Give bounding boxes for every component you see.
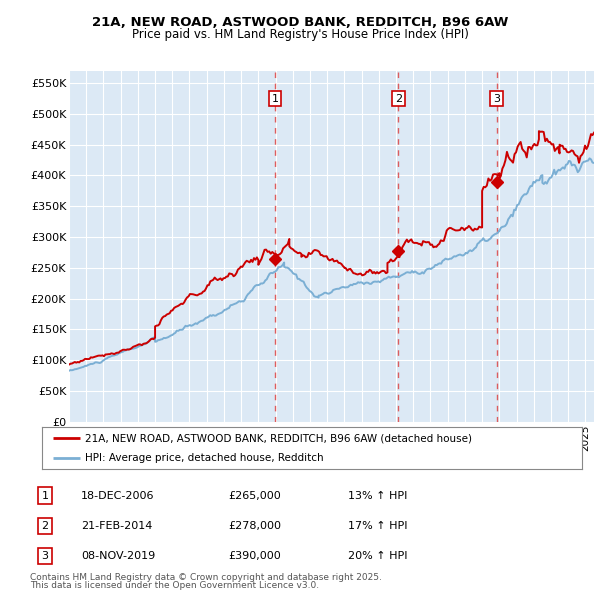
Text: £278,000: £278,000	[228, 522, 281, 531]
Text: 20% ↑ HPI: 20% ↑ HPI	[348, 552, 407, 561]
Text: Price paid vs. HM Land Registry's House Price Index (HPI): Price paid vs. HM Land Registry's House …	[131, 28, 469, 41]
Text: 13% ↑ HPI: 13% ↑ HPI	[348, 491, 407, 500]
Text: 17% ↑ HPI: 17% ↑ HPI	[348, 522, 407, 531]
Text: 2: 2	[395, 93, 402, 103]
Text: 18-DEC-2006: 18-DEC-2006	[81, 491, 155, 500]
Text: 1: 1	[271, 93, 278, 103]
Text: £390,000: £390,000	[228, 552, 281, 561]
Text: 08-NOV-2019: 08-NOV-2019	[81, 552, 155, 561]
Text: 3: 3	[41, 552, 49, 561]
Text: 1: 1	[41, 491, 49, 500]
Text: Contains HM Land Registry data © Crown copyright and database right 2025.: Contains HM Land Registry data © Crown c…	[30, 572, 382, 582]
Text: 2: 2	[41, 522, 49, 531]
Text: HPI: Average price, detached house, Redditch: HPI: Average price, detached house, Redd…	[85, 453, 324, 463]
Text: 21A, NEW ROAD, ASTWOOD BANK, REDDITCH, B96 6AW (detached house): 21A, NEW ROAD, ASTWOOD BANK, REDDITCH, B…	[85, 433, 472, 443]
Text: 21-FEB-2014: 21-FEB-2014	[81, 522, 152, 531]
Text: 3: 3	[493, 93, 500, 103]
Text: This data is licensed under the Open Government Licence v3.0.: This data is licensed under the Open Gov…	[30, 581, 319, 590]
Text: £265,000: £265,000	[228, 491, 281, 500]
Text: 21A, NEW ROAD, ASTWOOD BANK, REDDITCH, B96 6AW: 21A, NEW ROAD, ASTWOOD BANK, REDDITCH, B…	[92, 16, 508, 29]
